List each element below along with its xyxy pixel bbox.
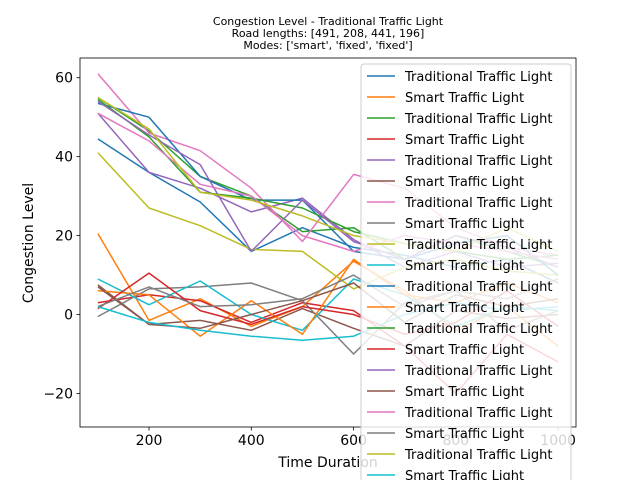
chart-title: Congestion Level - Traditional Traffic L… xyxy=(213,15,444,28)
chart-subtitle-1: Road lengths: [491, 208, 441, 196] xyxy=(232,27,425,40)
legend-entry: Traditional Traffic Light xyxy=(404,448,552,463)
legend-entry: Traditional Traffic Light xyxy=(404,154,552,169)
y-tick-label: 60 xyxy=(55,71,73,87)
y-tick-label: 40 xyxy=(55,150,73,166)
legend-entry: Traditional Traffic Light xyxy=(404,238,552,253)
legend: Traditional Traffic Light Smart Traffic L… xyxy=(360,63,572,480)
y-axis-label: Congestion Level xyxy=(21,183,37,303)
legend-entry: Smart Traffic Light xyxy=(405,217,524,232)
y-tick-label: 20 xyxy=(55,229,73,245)
chart-subtitle-2: Modes: ['smart', 'fixed', 'fixed'] xyxy=(243,39,412,52)
legend-entry: Traditional Traffic Light xyxy=(404,322,552,337)
legend-entry: Traditional Traffic Light xyxy=(404,70,552,85)
legend-entry: Traditional Traffic Light xyxy=(404,280,552,295)
legend-entry: Smart Traffic Light xyxy=(405,469,524,480)
x-tick-label: 200 xyxy=(136,433,163,449)
legend-entry: Traditional Traffic Light xyxy=(404,196,552,211)
legend-entry: Smart Traffic Light xyxy=(405,91,524,106)
legend-entry: Traditional Traffic Light xyxy=(404,364,552,379)
legend-entry: Smart Traffic Light xyxy=(405,385,524,400)
legend-box xyxy=(360,63,572,480)
legend-entry: Smart Traffic Light xyxy=(405,175,524,190)
x-axis-label: Time Duration xyxy=(277,455,378,471)
x-tick-label: 400 xyxy=(238,433,265,449)
y-tick-label: 0 xyxy=(64,308,73,324)
legend-entry: Traditional Traffic Light xyxy=(404,406,552,421)
y-tick-label: −20 xyxy=(43,386,73,402)
legend-entry: Smart Traffic Light xyxy=(405,427,524,442)
legend-entry: Traditional Traffic Light xyxy=(404,112,552,127)
plot-frame xyxy=(79,57,577,428)
x-tick-label: 600 xyxy=(340,433,367,449)
legend-entry: Smart Traffic Light xyxy=(405,301,524,316)
legend-entry: Smart Traffic Light xyxy=(405,133,524,148)
legend-entry: Smart Traffic Light xyxy=(405,343,524,358)
legend-entry: Smart Traffic Light xyxy=(405,259,524,274)
